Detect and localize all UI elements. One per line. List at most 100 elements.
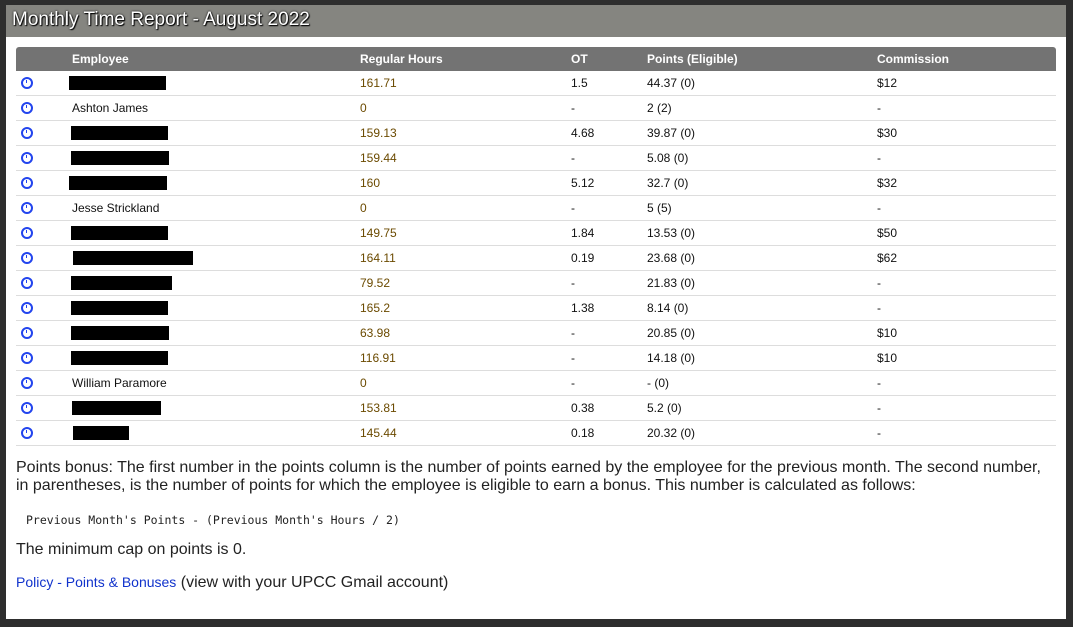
clock-icon[interactable] xyxy=(21,226,33,239)
commission: - xyxy=(877,145,1056,171)
points: 8.14 (0) xyxy=(647,295,877,321)
clock-icon[interactable] xyxy=(21,301,33,314)
ot-hours: - xyxy=(571,145,647,171)
commission: - xyxy=(877,270,1056,296)
employee-name: William Paramore xyxy=(72,376,167,390)
notes: Points bonus: The first number in the po… xyxy=(16,459,1056,592)
employee-cell: Ashton James xyxy=(72,95,360,121)
regular-hours: 161.71 xyxy=(360,71,571,96)
table-row: 164.11 0.19 23.68 (0) $62 xyxy=(16,245,1056,271)
clock-icon[interactable] xyxy=(21,101,33,114)
minimum-cap-text: The minimum cap on points is 0. xyxy=(16,541,247,558)
table-row: 63.98 - 20.85 (0) $10 xyxy=(16,320,1056,346)
table-row: 160 5.12 32.7 (0) $32 xyxy=(16,170,1056,196)
commission: - xyxy=(877,420,1056,446)
points: 13.53 (0) xyxy=(647,220,877,246)
points: 2 (2) xyxy=(647,95,877,121)
table-header: Employee Regular Hours OT Points (Eligib… xyxy=(16,47,1056,71)
regular-hours: 79.52 xyxy=(360,270,571,296)
clock-icon[interactable] xyxy=(21,276,33,289)
points: 23.68 (0) xyxy=(647,245,877,271)
regular-hours: 145.44 xyxy=(360,420,571,446)
employee-cell xyxy=(71,295,360,321)
commission: - xyxy=(877,370,1056,396)
commission: - xyxy=(877,295,1056,321)
ot-hours: 0.18 xyxy=(571,420,647,446)
points: 39.87 (0) xyxy=(647,120,877,146)
table-row: 79.52 - 21.83 (0) - xyxy=(16,270,1056,296)
ot-hours: 1.38 xyxy=(571,295,647,321)
clock-icon[interactable] xyxy=(21,326,33,339)
ot-hours: - xyxy=(571,270,647,296)
policy-link[interactable]: Policy - Points & Bonuses xyxy=(16,574,177,590)
employee-cell xyxy=(71,345,360,371)
clock-icon[interactable] xyxy=(21,351,33,364)
points: 5.08 (0) xyxy=(647,145,877,171)
employee-cell xyxy=(71,220,360,246)
ot-hours: - xyxy=(571,95,647,121)
clock-icon[interactable] xyxy=(21,126,33,139)
redacted-name xyxy=(71,151,169,166)
employee-cell xyxy=(72,420,360,446)
redacted-name xyxy=(71,326,169,341)
clock-icon[interactable] xyxy=(21,76,33,89)
header-points: Points (Eligible) xyxy=(647,52,738,66)
redacted-name xyxy=(71,276,172,291)
redacted-name xyxy=(71,351,168,366)
commission: - xyxy=(877,95,1056,121)
clock-icon[interactable] xyxy=(21,151,33,164)
points: - (0) xyxy=(647,370,877,396)
header-commission: Commission xyxy=(877,52,950,66)
points: 44.37 (0) xyxy=(647,71,877,96)
ot-hours: 4.68 xyxy=(571,120,647,146)
employee-cell xyxy=(69,170,360,196)
regular-hours: 159.44 xyxy=(360,145,571,171)
redacted-name xyxy=(69,76,166,91)
redacted-name xyxy=(72,401,161,416)
table-row: William Paramore 0 - - (0) - xyxy=(16,370,1056,396)
points: 20.85 (0) xyxy=(647,320,877,346)
employee-name: Ashton James xyxy=(72,101,149,115)
table-row: 145.44 0.18 20.32 (0) - xyxy=(16,420,1056,446)
employee-cell xyxy=(71,320,360,346)
header-employee: Employee xyxy=(72,52,129,66)
ot-hours: 0.19 xyxy=(571,245,647,271)
commission: $12 xyxy=(877,71,1056,96)
table-row: 149.75 1.84 13.53 (0) $50 xyxy=(16,220,1056,246)
page-title: Monthly Time Report - August 2022 xyxy=(6,5,1066,37)
regular-hours: 116.91 xyxy=(360,345,571,371)
points: 5 (5) xyxy=(647,195,877,221)
ot-hours: - xyxy=(571,320,647,346)
ot-hours: - xyxy=(571,345,647,371)
regular-hours: 160 xyxy=(360,170,571,196)
commission: - xyxy=(877,195,1056,221)
clock-icon[interactable] xyxy=(21,376,33,389)
policy-link-suffix: (view with your UPCC Gmail account) xyxy=(176,574,449,591)
employee-cell xyxy=(72,395,360,421)
commission: $30 xyxy=(877,120,1056,146)
clock-icon[interactable] xyxy=(21,251,33,264)
table-row: 161.71 1.5 44.37 (0) $12 xyxy=(16,71,1056,96)
commission: $10 xyxy=(877,345,1056,371)
redacted-name xyxy=(71,126,168,141)
regular-hours: 149.75 xyxy=(360,220,571,246)
clock-icon[interactable] xyxy=(21,201,33,214)
employee-name: Jesse Strickland xyxy=(72,201,160,215)
clock-icon[interactable] xyxy=(21,401,33,414)
regular-hours: 0 xyxy=(360,95,571,121)
ot-hours: 1.5 xyxy=(571,71,647,96)
points: 5.2 (0) xyxy=(647,395,877,421)
redacted-name xyxy=(73,251,193,266)
clock-icon[interactable] xyxy=(21,426,33,439)
points-bonus-text: Points bonus: The first number in the po… xyxy=(16,459,1041,494)
ot-hours: 1.84 xyxy=(571,220,647,246)
table-row: 165.2 1.38 8.14 (0) - xyxy=(16,295,1056,321)
redacted-name xyxy=(69,176,167,191)
clock-icon[interactable] xyxy=(21,176,33,189)
ot-hours: - xyxy=(571,370,647,396)
commission: $62 xyxy=(877,245,1056,271)
table-row: 116.91 - 14.18 (0) $10 xyxy=(16,345,1056,371)
table-row: Jesse Strickland 0 - 5 (5) - xyxy=(16,195,1056,221)
formula: Previous Month's Points - (Previous Mont… xyxy=(26,513,400,527)
time-report-table: Employee Regular Hours OT Points (Eligib… xyxy=(16,47,1056,446)
